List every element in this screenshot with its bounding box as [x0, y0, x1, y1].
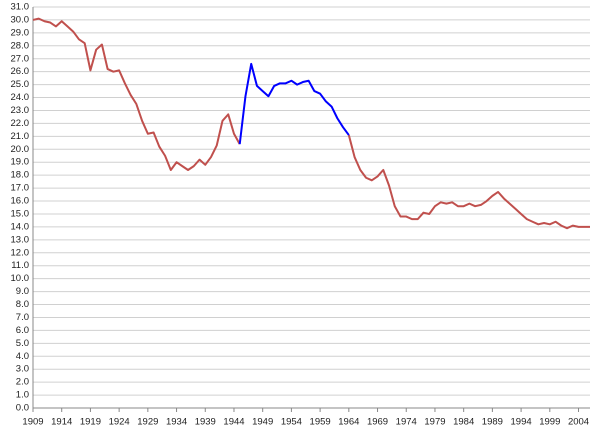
y-tick-label: 8.0	[16, 299, 29, 310]
y-tick-label: 0.0	[16, 403, 29, 414]
line-series	[32, 17, 241, 171]
y-tick-label: 25.0	[11, 79, 30, 90]
y-tick-label: 21.0	[11, 131, 30, 142]
x-tick-label: 1909	[22, 417, 43, 428]
y-tick-label: 17.0	[11, 183, 30, 194]
x-tick-label: 1934	[166, 417, 187, 428]
x-tick-label: 1944	[223, 417, 244, 428]
y-tick-label: 28.0	[11, 40, 30, 51]
y-tick-label: 20.0	[11, 144, 30, 155]
y-tick-label: 15.0	[11, 208, 30, 219]
y-tick-label: 24.0	[11, 92, 30, 103]
x-tick-label: 1984	[453, 417, 474, 428]
x-tick-label: 1964	[338, 417, 359, 428]
x-tick-label: 1929	[137, 417, 158, 428]
y-tick-label: 29.0	[11, 27, 30, 38]
x-tick-label: 1914	[51, 417, 72, 428]
x-tick-label: 1924	[109, 417, 130, 428]
y-tick-label: 4.0	[16, 351, 29, 362]
x-tick-label: 1919	[80, 417, 101, 428]
y-tick-label: 6.0	[16, 325, 29, 336]
x-tick-label: 1994	[511, 417, 532, 428]
x-tick-label: 1969	[367, 417, 388, 428]
line-series	[347, 134, 590, 230]
x-tick-label: 1959	[310, 417, 331, 428]
y-tick-label: 19.0	[11, 157, 30, 168]
y-tick-label: 13.0	[11, 234, 30, 245]
x-tick-label: 1989	[482, 417, 503, 428]
y-tick-label: 22.0	[11, 118, 30, 129]
x-tick-label: 1999	[539, 417, 560, 428]
y-tick-label: 18.0	[11, 170, 30, 181]
y-tick-label: 23.0	[11, 105, 30, 116]
x-tick-label: 1974	[396, 417, 417, 428]
x-tick-label: 1954	[281, 417, 302, 428]
line-series	[238, 62, 350, 145]
y-tick-label: 3.0	[16, 364, 29, 375]
y-tick-label: 14.0	[11, 221, 30, 232]
y-tick-label: 30.0	[11, 14, 30, 25]
y-tick-label: 16.0	[11, 196, 30, 207]
y-tick-label: 26.0	[11, 66, 30, 77]
y-tick-label: 31.0	[11, 2, 30, 13]
x-tick-label: 1939	[195, 417, 216, 428]
x-tick-label: 1979	[424, 417, 445, 428]
y-tick-label: 1.0	[16, 390, 29, 401]
x-tick-label: 2004	[568, 417, 589, 428]
y-tick-label: 9.0	[16, 286, 29, 297]
y-tick-label: 7.0	[16, 312, 29, 323]
y-tick-label: 11.0	[11, 260, 29, 271]
y-tick-label: 27.0	[11, 53, 30, 64]
y-tick-label: 12.0	[11, 247, 30, 258]
y-tick-label: 2.0	[16, 377, 29, 388]
y-tick-label: 10.0	[11, 273, 30, 284]
y-tick-label: 5.0	[16, 338, 29, 349]
x-tick-label: 1949	[252, 417, 273, 428]
